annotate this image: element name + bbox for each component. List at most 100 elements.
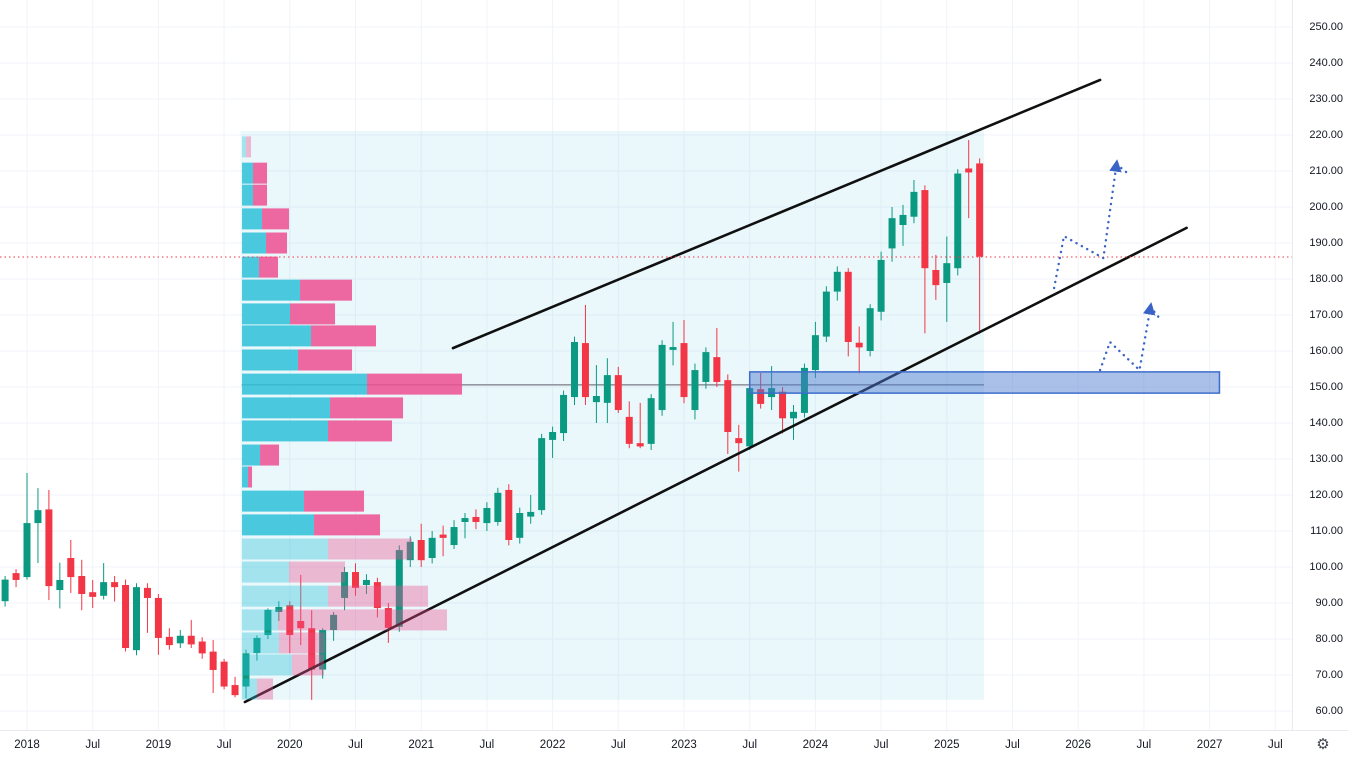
price-tick-label: 60.00 — [1315, 705, 1343, 717]
candle — [242, 649, 250, 699]
time-tick-label: Jul — [742, 739, 758, 751]
candle-body — [34, 510, 42, 524]
time-tick-label: Jul — [216, 739, 232, 751]
candle-body — [286, 605, 294, 636]
candle-body — [483, 507, 491, 524]
candle — [111, 576, 119, 602]
candle-body — [395, 550, 403, 627]
candle — [297, 574, 305, 646]
candle-body — [362, 579, 370, 585]
price-tick-label: 90.00 — [1315, 597, 1343, 609]
candle — [362, 574, 370, 594]
candle — [855, 326, 863, 374]
candle — [603, 358, 611, 423]
vp-up-volume-bar — [242, 303, 291, 325]
vp-up-volume-bar — [242, 654, 293, 676]
vp-up-volume-bar — [242, 373, 368, 395]
time-tick-label: 2024 — [802, 739, 829, 751]
candle — [571, 336, 578, 405]
candle — [198, 637, 206, 659]
candle-body — [67, 558, 75, 578]
gear-icon: ⚙ — [1316, 735, 1330, 753]
candle-body — [811, 335, 819, 371]
price-chart-canvas[interactable] — [0, 0, 1292, 730]
vp-up-volume-bar — [242, 585, 329, 607]
price-tick-label: 150.00 — [1309, 381, 1343, 393]
candle-body — [603, 375, 611, 403]
volume-profile-row — [242, 654, 325, 676]
candle — [231, 676, 239, 698]
price-tick-label: 100.00 — [1309, 561, 1343, 573]
candle — [822, 286, 830, 342]
candle-body — [275, 606, 283, 612]
candle-body — [822, 291, 830, 337]
candle — [833, 266, 841, 301]
vp-down-volume-bar — [290, 303, 336, 325]
candle — [965, 140, 973, 219]
price-tick-label: 250.00 — [1309, 21, 1343, 33]
candle-body — [242, 653, 250, 687]
time-axis[interactable]: 2018 Jul 2019 Jul 2020 Jul 2021 Jul 2022 Jul 2023 J… — [0, 730, 1348, 758]
zigzag-upper-drawing[interactable] — [1052, 159, 1129, 290]
candle-body — [220, 661, 228, 687]
candle — [341, 567, 349, 611]
candle — [932, 254, 940, 300]
candle — [78, 559, 86, 611]
channel_upper_trendline[interactable] — [451, 78, 1102, 350]
rectangle-drawing[interactable] — [748, 371, 1221, 394]
candle-body — [702, 352, 710, 382]
price-axis[interactable]: 250.00 240.00 230.00 220.00 210.00 200.00 190.… — [1292, 0, 1348, 730]
candle — [899, 204, 907, 246]
candle — [581, 304, 589, 405]
vp-up-volume-bar — [242, 279, 301, 301]
candle-body — [330, 614, 338, 630]
candle — [877, 251, 885, 321]
volume-profile-row — [242, 136, 252, 158]
vp-down-volume-bar — [246, 136, 252, 158]
candle — [866, 304, 874, 357]
volume-profile-row — [242, 256, 279, 278]
candle — [67, 540, 75, 593]
vp-up-volume-bar — [242, 538, 329, 560]
volume-profile-row — [242, 561, 346, 583]
candle — [636, 402, 644, 449]
zigzag-lower-drawing[interactable] — [1098, 302, 1161, 373]
scale-settings-button[interactable]: ⚙ — [1308, 733, 1338, 755]
vp-down-volume-bar — [278, 609, 448, 631]
vp-down-volume-bar — [248, 466, 253, 488]
candle — [352, 563, 359, 596]
time-tick-label: 2027 — [1196, 739, 1223, 751]
candle-body — [910, 191, 918, 217]
vp-down-volume-bar — [259, 256, 279, 278]
candle-body — [669, 347, 677, 350]
candle-body — [779, 391, 787, 419]
vp-down-volume-bar — [253, 184, 268, 206]
candle-body — [877, 259, 885, 312]
volume-profile-row — [242, 585, 429, 607]
channel_lower_trendline[interactable] — [243, 226, 1188, 704]
candle-body — [735, 438, 743, 444]
candle — [724, 374, 732, 454]
candle — [330, 612, 338, 641]
volume-profile-row — [242, 303, 336, 325]
candle — [264, 608, 272, 639]
vp-down-volume-bar — [300, 279, 353, 301]
candle — [888, 207, 896, 262]
candle-body — [341, 572, 349, 598]
candle-body — [549, 432, 557, 440]
candle-body — [122, 585, 130, 648]
candle-body — [494, 492, 502, 522]
vp-up-volume-bar — [242, 397, 331, 419]
candle-body — [461, 518, 469, 522]
candle-body — [253, 637, 261, 654]
vp-up-volume-bar — [242, 490, 305, 512]
price-tick-label: 120.00 — [1309, 489, 1343, 501]
vp-up-volume-bar — [242, 561, 290, 583]
volume-profile-row — [242, 325, 377, 347]
vp-up-volume-bar — [242, 514, 315, 536]
candle — [614, 366, 622, 413]
vp-up-volume-bar — [242, 632, 280, 654]
candle-body — [746, 388, 754, 447]
vp-down-volume-bar — [260, 444, 280, 466]
candle-body — [23, 523, 31, 578]
